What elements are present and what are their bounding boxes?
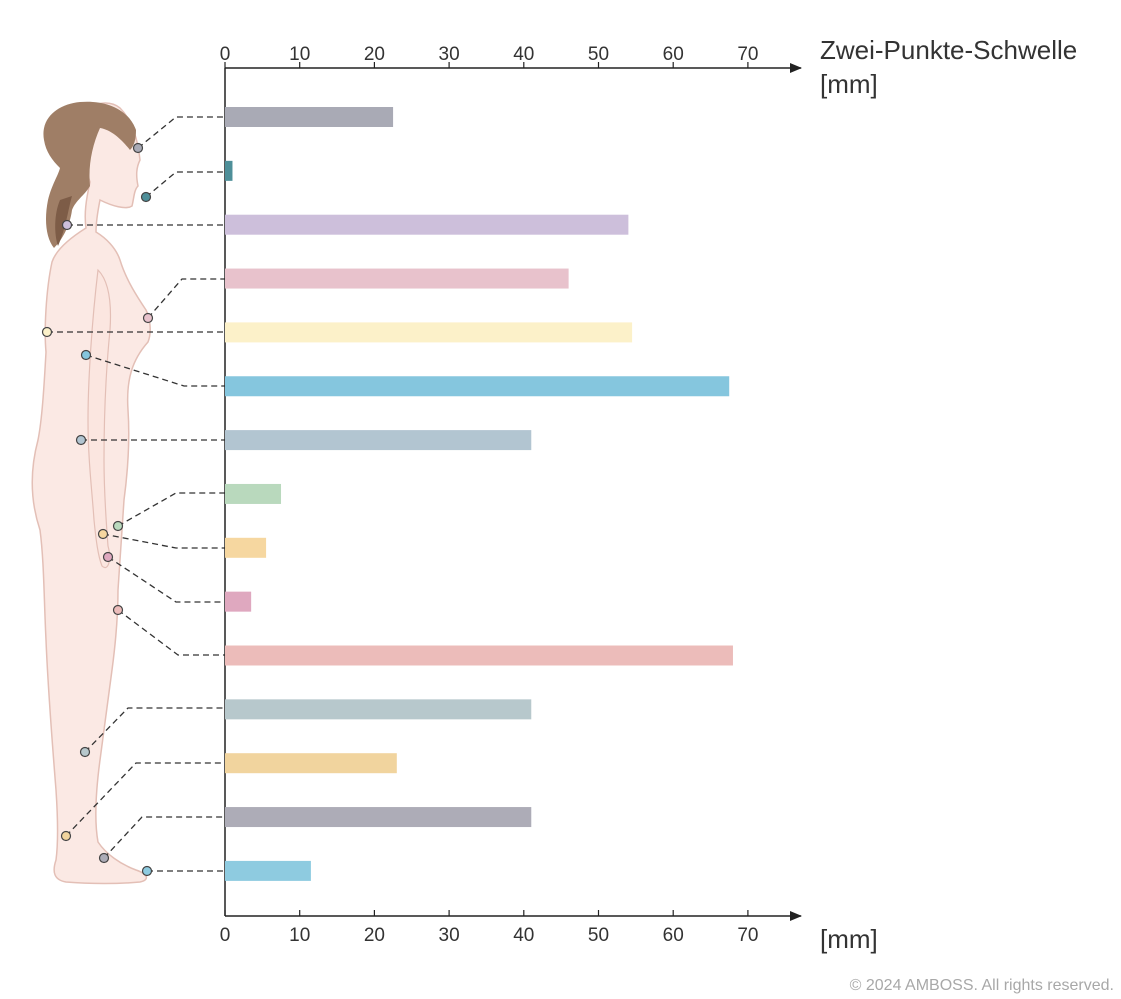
x-axis-bottom-unit: [mm] bbox=[820, 924, 878, 954]
bar-10 bbox=[225, 591, 252, 612]
chart-title: Zwei-Punkte-Schwelle bbox=[820, 35, 1077, 65]
x-top-tick-label-20: 20 bbox=[364, 44, 385, 65]
x-top-tick-label-30: 30 bbox=[439, 44, 460, 65]
x-bottom-tick-label-70: 70 bbox=[737, 925, 758, 946]
bar-2 bbox=[225, 160, 233, 181]
x-top-tick-label-10: 10 bbox=[289, 44, 310, 65]
bar-3 bbox=[225, 214, 629, 235]
x-bottom-tick-label-0: 0 bbox=[220, 925, 231, 946]
x-top-tick-label-0: 0 bbox=[220, 44, 231, 65]
bar-6 bbox=[225, 376, 730, 397]
axes bbox=[224, 63, 802, 921]
body-markers bbox=[41, 142, 154, 877]
copyright-notice: © 2024 AMBOSS. All rights reserved. bbox=[849, 977, 1114, 994]
x-bottom-tick-label-40: 40 bbox=[513, 925, 534, 946]
x-top-tick-label-70: 70 bbox=[737, 44, 758, 65]
bars bbox=[225, 107, 733, 881]
leader-lines bbox=[47, 116, 225, 872]
bar-15 bbox=[225, 860, 311, 881]
x-bottom-tick-label-10: 10 bbox=[289, 925, 310, 946]
x-bottom-tick-label-50: 50 bbox=[588, 925, 609, 946]
bar-4 bbox=[225, 268, 569, 289]
bar-12 bbox=[225, 699, 532, 720]
x-top-tick-label-40: 40 bbox=[513, 44, 534, 65]
bar-14 bbox=[225, 807, 532, 828]
female-body-illustration bbox=[31, 101, 151, 885]
x-top-tick-label-60: 60 bbox=[663, 44, 684, 65]
x-axis-top-ticks: 0 10 20 30 40 50 60 70 bbox=[220, 44, 758, 68]
bar-13 bbox=[225, 753, 397, 774]
bar-5 bbox=[225, 322, 633, 343]
bar-1 bbox=[225, 107, 394, 127]
bar-7 bbox=[225, 430, 532, 451]
x-axis-top-unit: [mm] bbox=[820, 69, 878, 99]
x-bottom-tick-label-30: 30 bbox=[439, 925, 460, 946]
x-top-tick-label-50: 50 bbox=[588, 44, 609, 65]
x-bottom-tick-label-20: 20 bbox=[364, 925, 385, 946]
bar-11 bbox=[225, 645, 733, 666]
bar-9 bbox=[225, 537, 267, 558]
x-axis-bottom-ticks: 0 10 20 30 40 50 60 70 bbox=[220, 910, 758, 946]
bar-8 bbox=[225, 483, 282, 504]
x-bottom-tick-label-60: 60 bbox=[663, 925, 684, 946]
